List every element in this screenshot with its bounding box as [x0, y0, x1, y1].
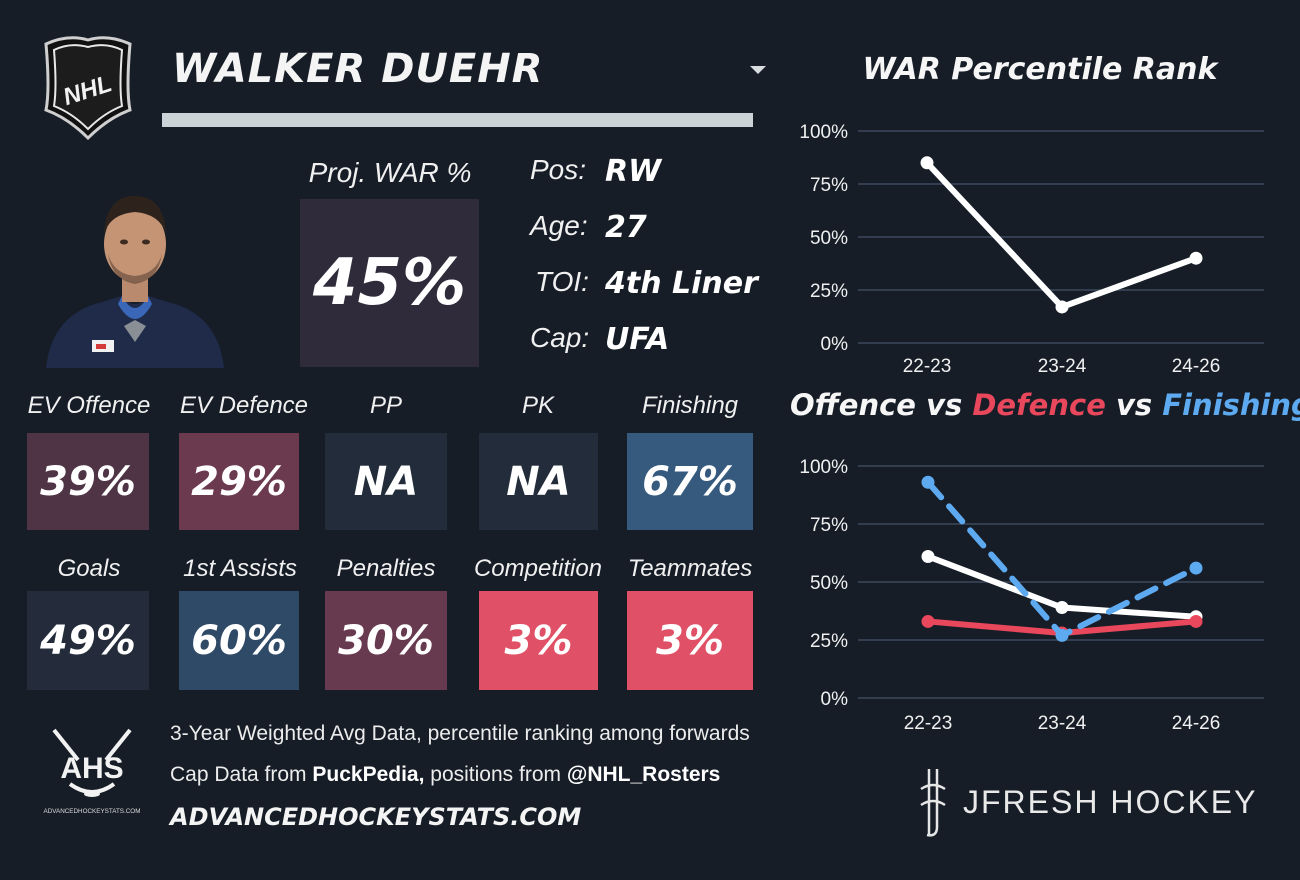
nhl-logo: NHL	[38, 30, 138, 142]
toi-label: TOI:	[535, 266, 589, 297]
offence-defence-finishing-title: Offence vs Defence vs Finishing	[790, 388, 1300, 422]
data-point	[1189, 251, 1203, 265]
data-point	[1055, 601, 1069, 615]
pk-tile: NA	[479, 433, 598, 530]
data-point	[920, 156, 934, 170]
war-chart-title: WAR Percentile Rank	[862, 52, 1218, 87]
data-point	[921, 614, 935, 628]
age-value: 27	[605, 210, 647, 245]
credits-prefix: Cap Data from	[170, 763, 313, 786]
jfresh-logo-svg: JFRESH HOCKEY	[920, 769, 1257, 837]
pp-tile: NA	[325, 433, 447, 530]
title-offence: Offence	[790, 388, 916, 422]
x-tick-label: 22-23	[903, 356, 952, 377]
player-name: WALKER DUEHR	[172, 46, 544, 92]
y-tick-label: 50%	[810, 573, 848, 594]
title-defence: Defence	[972, 388, 1106, 422]
y-tick-label: 75%	[810, 175, 848, 196]
puckpedia-credit: PuckPedia,	[312, 763, 425, 786]
x-tick-label: 23-24	[1038, 356, 1087, 377]
x-tick-label: 24-26	[1172, 356, 1221, 377]
war-percentile-chart: 0% 25% 50% 75% 100% 22-23 23-24 24-26	[799, 122, 1264, 377]
player-select-dropdown-icon[interactable]	[750, 66, 766, 74]
proj-war-value: 45%	[312, 246, 467, 320]
data-point	[1055, 300, 1069, 314]
player-headshot	[42, 184, 228, 368]
ev-defence-label: EV Defence	[179, 392, 309, 419]
y-tick-label: 100%	[799, 122, 848, 143]
proj-war-tile: 45%	[300, 199, 479, 367]
cap-label: Cap:	[530, 322, 590, 353]
ahs-logo-text: AHS	[60, 752, 123, 785]
age-label: Age:	[530, 210, 588, 241]
ahs-website: ADVANCEDHOCKEYSTATS.COM	[170, 803, 582, 831]
title-vs-1: vs	[915, 388, 973, 422]
competition-tile: 3%	[479, 591, 598, 690]
first-assists-label: 1st Assists	[183, 555, 297, 582]
goals-tile: 49%	[27, 591, 149, 690]
jfresh-logo: JFRESH HOCKEY	[905, 765, 1285, 841]
ahs-logo: AHS ADVANCEDHOCKEYSTATS.COM	[40, 724, 144, 818]
y-tick-label: 100%	[799, 457, 848, 478]
y-tick-label: 75%	[810, 515, 848, 536]
pp-label: PP	[369, 392, 402, 419]
ev-offence-label: EV Offence	[27, 392, 151, 419]
pos-value: RW	[605, 154, 662, 189]
goals-label: Goals	[57, 555, 121, 582]
y-tick-label: 25%	[810, 631, 848, 652]
finishing-tile: 67%	[627, 433, 753, 530]
offence-defence-finishing-chart: 0% 25% 50% 75% 100% 22-23 23-24 24-26	[799, 457, 1264, 734]
pk-label: PK	[521, 392, 554, 419]
toi-value: 4th Liner	[605, 266, 758, 301]
data-point	[1055, 628, 1069, 642]
proj-war-label: Proj. WAR %	[308, 157, 472, 188]
finishing-label: Finishing	[641, 392, 739, 419]
data-point	[921, 475, 935, 489]
name-underline-bar	[162, 113, 753, 127]
y-tick-label: 50%	[810, 228, 848, 249]
ahs-logo-subtext: ADVANCEDHOCKEYSTATS.COM	[44, 808, 141, 815]
teammates-tile: 3%	[627, 591, 753, 690]
title-vs-2: vs	[1105, 388, 1163, 422]
data-point	[921, 549, 935, 563]
data-point	[1189, 614, 1203, 628]
competition-label: Competition	[473, 555, 603, 582]
nhl-rosters-credit: @NHL_Rosters	[566, 763, 721, 786]
cap-value: UFA	[605, 322, 670, 357]
credits-mid: positions from	[424, 763, 567, 786]
x-tick-label: 24-26	[1172, 713, 1221, 734]
y-tick-label: 0%	[821, 334, 849, 355]
penalties-label: Penalties	[336, 555, 436, 582]
penalties-tile: 30%	[325, 591, 447, 690]
data-point	[1189, 561, 1203, 575]
y-tick-label: 25%	[810, 281, 848, 302]
teammates-label: Teammates	[627, 555, 753, 582]
footer-note: 3-Year Weighted Avg Data, percentile ran…	[170, 722, 750, 745]
x-tick-label: 22-23	[904, 713, 953, 734]
jfresh-logo-text: JFRESH HOCKEY	[963, 784, 1257, 820]
title-finishing: Finishing	[1162, 388, 1300, 422]
footer-credits: Cap Data from PuckPedia, positions from …	[170, 763, 720, 787]
ev-offence-tile: 39%	[27, 433, 149, 530]
pos-label: Pos:	[530, 154, 587, 185]
y-tick-label: 0%	[821, 689, 849, 710]
ev-defence-tile: 29%	[179, 433, 299, 530]
x-tick-label: 23-24	[1038, 713, 1087, 734]
first-assists-tile: 60%	[179, 591, 299, 690]
